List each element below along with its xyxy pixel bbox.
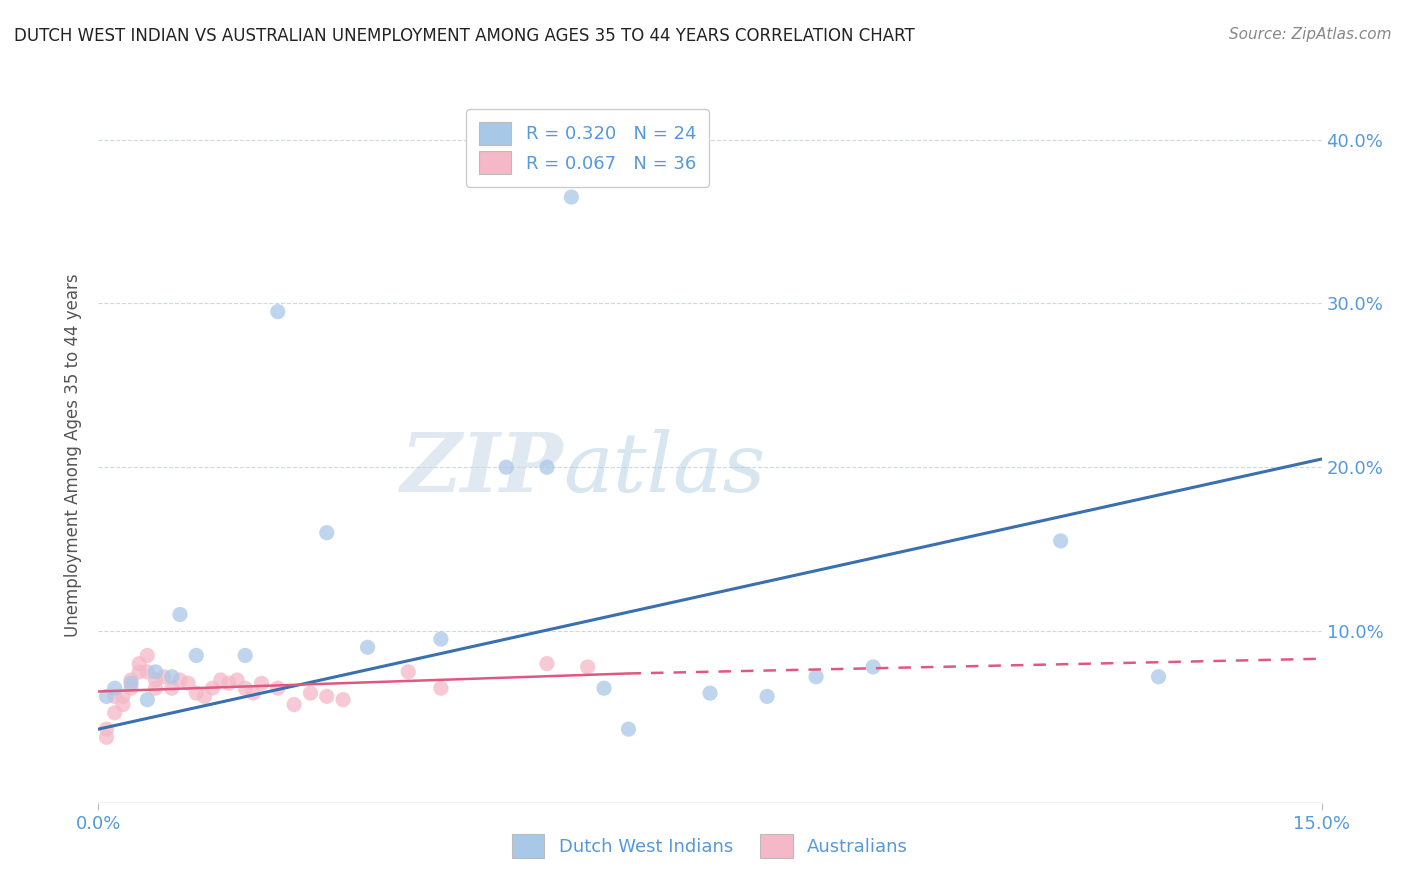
- Point: [128, 665, 150, 679]
- Point: [267, 304, 290, 318]
- Point: [267, 681, 290, 696]
- Point: [186, 648, 208, 663]
- Point: [186, 686, 208, 700]
- Point: [226, 673, 249, 687]
- Text: ZIP: ZIP: [401, 429, 564, 508]
- Point: [120, 673, 142, 687]
- Point: [283, 698, 305, 712]
- Point: [160, 681, 183, 696]
- Point: [145, 681, 167, 696]
- Point: [233, 648, 256, 663]
- Point: [120, 676, 142, 690]
- Point: [96, 690, 118, 704]
- Point: [1049, 533, 1071, 548]
- Point: [495, 460, 517, 475]
- Point: [315, 690, 337, 704]
- Point: [315, 525, 337, 540]
- Point: [356, 640, 378, 655]
- Point: [218, 676, 240, 690]
- Point: [136, 692, 159, 706]
- Point: [169, 607, 191, 622]
- Point: [136, 648, 159, 663]
- Point: [111, 690, 134, 704]
- Point: [430, 681, 453, 696]
- Point: [96, 731, 118, 745]
- Point: [104, 681, 127, 696]
- Point: [593, 681, 616, 696]
- Point: [396, 665, 419, 679]
- Legend: Dutch West Indians, Australians: Dutch West Indians, Australians: [499, 822, 921, 871]
- Point: [152, 670, 174, 684]
- Point: [160, 670, 183, 684]
- Point: [193, 690, 215, 704]
- Point: [233, 681, 256, 696]
- Point: [332, 692, 354, 706]
- Point: [242, 686, 264, 700]
- Point: [96, 722, 118, 736]
- Point: [104, 690, 127, 704]
- Point: [201, 681, 224, 696]
- Point: [169, 673, 191, 687]
- Point: [756, 690, 779, 704]
- Point: [1147, 670, 1170, 684]
- Point: [536, 657, 558, 671]
- Point: [120, 681, 142, 696]
- Point: [862, 660, 884, 674]
- Point: [576, 660, 599, 674]
- Point: [430, 632, 453, 646]
- Y-axis label: Unemployment Among Ages 35 to 44 years: Unemployment Among Ages 35 to 44 years: [65, 273, 83, 637]
- Point: [145, 665, 167, 679]
- Point: [536, 460, 558, 475]
- Point: [617, 722, 640, 736]
- Point: [145, 673, 167, 687]
- Point: [111, 698, 134, 712]
- Text: atlas: atlas: [564, 429, 766, 508]
- Point: [250, 676, 273, 690]
- Point: [699, 686, 721, 700]
- Point: [104, 706, 127, 720]
- Text: Source: ZipAtlas.com: Source: ZipAtlas.com: [1229, 27, 1392, 42]
- Point: [209, 673, 232, 687]
- Point: [136, 665, 159, 679]
- Point: [560, 190, 582, 204]
- Point: [299, 686, 322, 700]
- Text: DUTCH WEST INDIAN VS AUSTRALIAN UNEMPLOYMENT AMONG AGES 35 TO 44 YEARS CORRELATI: DUTCH WEST INDIAN VS AUSTRALIAN UNEMPLOY…: [14, 27, 915, 45]
- Point: [177, 676, 200, 690]
- Point: [128, 657, 150, 671]
- Point: [804, 670, 827, 684]
